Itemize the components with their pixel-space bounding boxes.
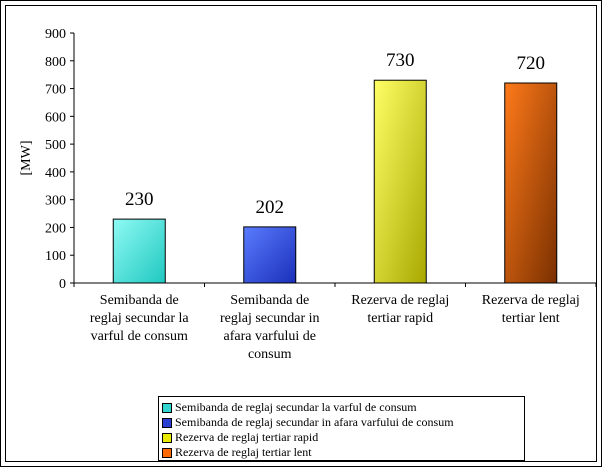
x-category-label: Rezerva de reglaj tertiar lent <box>482 293 580 326</box>
legend-label: Rezerva de reglaj tertiar lent <box>175 445 312 459</box>
y-tick-label: 200 <box>45 221 66 236</box>
legend-label: Semibanda de reglaj secundar la varful d… <box>175 400 417 414</box>
y-tick-label: 700 <box>45 83 66 98</box>
chart-legend: Semibanda de reglaj secundar la varful d… <box>158 396 525 461</box>
legend-swatch <box>162 447 172 458</box>
bar <box>373 79 427 284</box>
legend-label: Semibanda de reglaj secundar in afara va… <box>175 415 454 429</box>
legend-item: Semibanda de reglaj secundar in afara va… <box>162 415 524 430</box>
bar-value-label: 202 <box>256 197 285 218</box>
x-category-label: Rezerva de reglaj tertiar rapid <box>351 293 449 326</box>
bar <box>504 82 558 284</box>
bar <box>112 218 166 284</box>
y-tick-label: 600 <box>45 110 66 125</box>
y-tick-label: 500 <box>45 138 66 153</box>
legend-item: Rezerva de reglaj tertiar lent <box>162 445 524 460</box>
bar-value-label: 730 <box>386 50 415 71</box>
y-axis-label: [MW] <box>19 141 34 176</box>
legend-label: Rezerva de reglaj tertiar rapid <box>175 430 319 444</box>
y-tick-label: 400 <box>45 166 66 181</box>
legend-item: Semibanda de reglaj secundar la varful d… <box>162 400 524 415</box>
legend-swatch <box>162 417 172 428</box>
inner-frame <box>5 5 597 462</box>
x-category-label: Semibanda de reglaj secundar in afara varf… <box>220 293 320 362</box>
y-tick-label: 900 <box>45 27 66 42</box>
legend-swatch <box>162 432 172 443</box>
legend-item: Rezerva de reglaj tertiar rapid <box>162 430 524 445</box>
x-category-label: Semibanda de reglaj secundar la varful de … <box>90 293 190 344</box>
bar-value-label: 720 <box>517 53 546 74</box>
bar <box>243 226 297 284</box>
y-tick-label: 300 <box>45 194 66 209</box>
y-tick-label: 800 <box>45 55 66 70</box>
y-tick-label: 0 <box>59 277 66 292</box>
legend-swatch <box>162 402 172 413</box>
y-tick-label: 100 <box>45 249 66 264</box>
bar-value-label: 230 <box>125 189 154 210</box>
